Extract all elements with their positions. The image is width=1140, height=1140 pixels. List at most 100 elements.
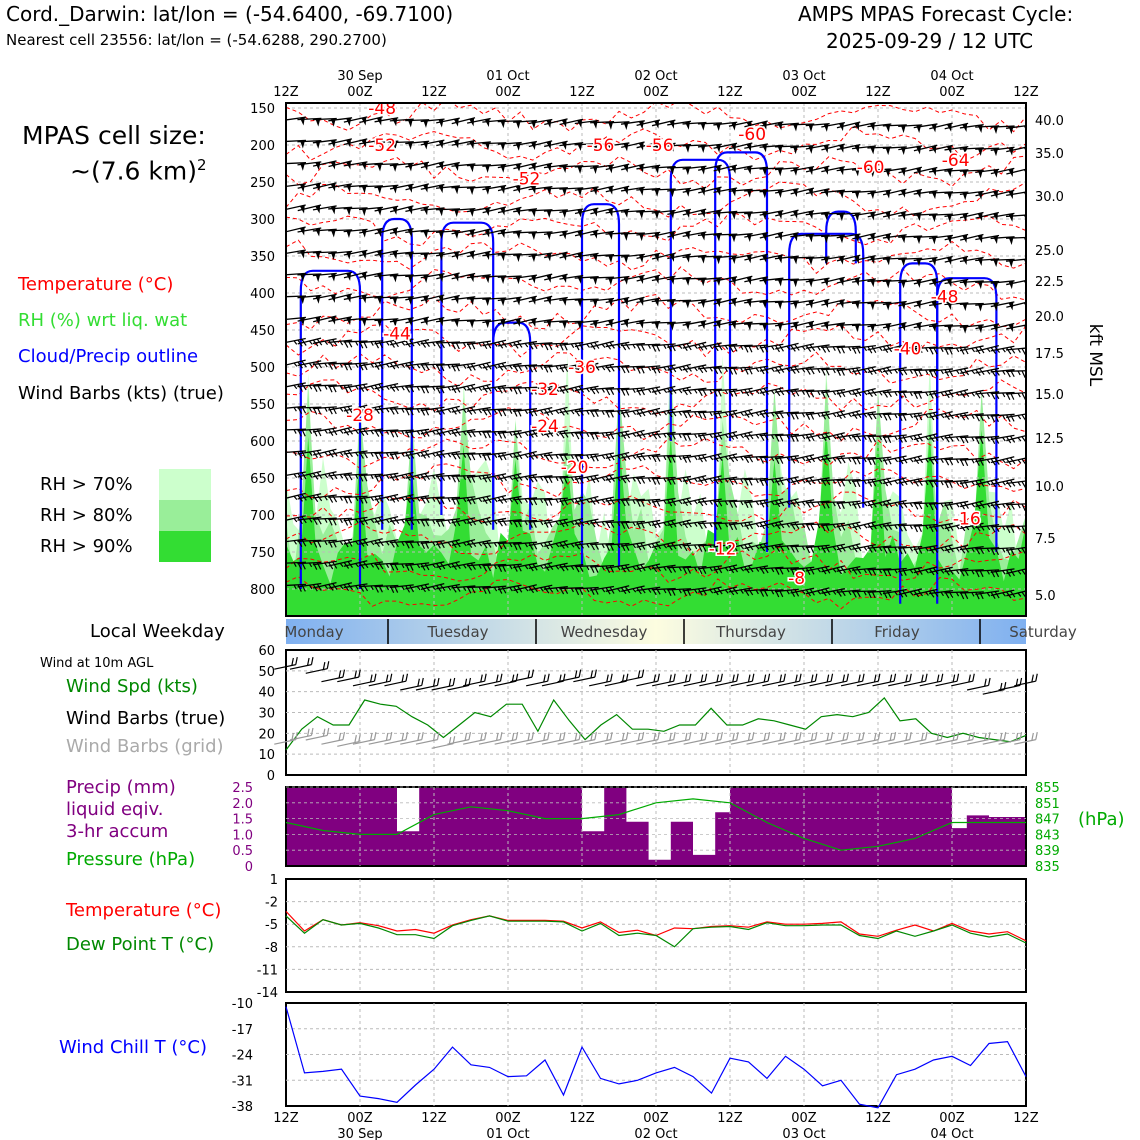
wind-barb xyxy=(867,146,892,156)
wind-barb xyxy=(435,229,461,239)
temperature-contour-label: -8 xyxy=(788,569,805,589)
wind-barb xyxy=(451,319,476,329)
wind-barb xyxy=(713,388,738,397)
wind-barb xyxy=(482,585,507,594)
wind-barb xyxy=(667,143,692,153)
wind-barb xyxy=(359,361,384,370)
wind-barb xyxy=(682,277,707,287)
wind-barb xyxy=(805,122,830,132)
wind-barb xyxy=(697,521,722,530)
pressure-tick-label: 750 xyxy=(250,546,275,561)
precip-tick-label: 1.0 xyxy=(232,828,253,843)
wind-barb xyxy=(759,477,784,486)
cloud-outline xyxy=(669,158,732,441)
wind-barb xyxy=(867,279,892,289)
legend-rh90: RH > 90% xyxy=(40,536,133,557)
wind-barb xyxy=(805,234,830,244)
wind-barb xyxy=(636,476,661,485)
wind-barb xyxy=(467,117,491,127)
temperature-tick-label: -5 xyxy=(265,918,278,933)
wind-barb xyxy=(790,566,815,575)
wind-barb xyxy=(466,539,492,549)
height-tick-label: 5.0 xyxy=(1035,589,1056,604)
wind-barb xyxy=(636,563,662,573)
wind-barb xyxy=(651,298,676,308)
wind-barb-true xyxy=(510,669,535,683)
bottom-date-label: 02 Oct xyxy=(634,1127,677,1140)
wind-barb-true xyxy=(872,673,897,687)
wind-barb xyxy=(513,184,537,194)
wind-tick-label: 30 xyxy=(258,707,275,722)
top-hour-label: 12Z xyxy=(717,85,743,100)
temperature-tick-label: -8 xyxy=(265,941,278,956)
wind-barb xyxy=(882,499,908,509)
pressure-tick-label: 150 xyxy=(250,102,275,117)
legend-rh: RH (%) wrt liq. wat xyxy=(18,310,188,331)
wind-barb xyxy=(651,165,676,175)
wind-barb xyxy=(482,339,508,349)
wind-barb xyxy=(405,562,430,571)
wind-barb-grid xyxy=(636,732,660,745)
wind-barb xyxy=(851,478,877,487)
wind-barb xyxy=(651,343,676,352)
wind-tick-label: 40 xyxy=(258,686,275,701)
wind-barb-grid xyxy=(935,732,960,745)
wind-barb xyxy=(620,408,646,418)
wind-barb-true xyxy=(305,661,330,674)
wind-barb xyxy=(389,118,414,128)
wind-barb xyxy=(867,521,893,531)
wind-barb-grid xyxy=(573,732,597,745)
wind-barb xyxy=(620,387,645,396)
height-axis-title: kft MSL xyxy=(1085,324,1105,387)
wind-barb-grid xyxy=(305,727,330,741)
wind-barb xyxy=(389,274,414,284)
cloud-outline xyxy=(492,321,532,530)
pressure-tick-label: 550 xyxy=(250,398,275,413)
wind-barb xyxy=(682,121,707,131)
wind-barb xyxy=(805,587,831,597)
wind-barb xyxy=(867,456,892,465)
precip-label-3: 3-hr accum xyxy=(66,821,169,842)
wind-barb-grid xyxy=(903,732,928,745)
wind-barb xyxy=(667,342,692,352)
wind-barb xyxy=(620,120,645,130)
wind-barb xyxy=(389,228,414,238)
wind-barb xyxy=(559,341,584,351)
wind-barb xyxy=(759,189,784,198)
wind-barb xyxy=(343,228,368,238)
wind-barb xyxy=(713,320,738,330)
wind-barb xyxy=(744,189,769,199)
bottom-hour-label: 00Z xyxy=(347,1111,373,1126)
wind-barb xyxy=(482,517,507,527)
wind-barb xyxy=(790,210,815,220)
wind-barb-grid xyxy=(447,732,472,745)
height-tick-label: 17.5 xyxy=(1035,347,1064,362)
wind-barb xyxy=(944,479,969,489)
wind-barb xyxy=(975,435,1000,445)
cell-size-number: ~(7.6 km) xyxy=(70,156,197,186)
wind-barb-grid xyxy=(463,732,487,745)
wind-barb xyxy=(559,298,584,307)
temperature-contour-label: -48 xyxy=(368,99,396,119)
temperature-panel: 1 -2 -5 -8 -11 -14 xyxy=(257,873,1027,1001)
wind-barb xyxy=(790,123,815,133)
wind-barb xyxy=(975,168,1000,178)
wind-barb xyxy=(821,543,846,553)
weekday-bar: Monday Tuesday Wednesday Thursday Friday Satu… xyxy=(284,619,1077,644)
wind-barb-true xyxy=(557,669,582,683)
precip-tick-label: 1.5 xyxy=(232,813,253,828)
wind-speed-line xyxy=(285,696,1027,751)
wind-barb xyxy=(805,188,830,198)
wind-barb xyxy=(328,206,353,216)
wind-barb xyxy=(297,360,323,370)
wind-barb xyxy=(744,344,769,353)
wind-barb xyxy=(312,471,338,480)
wind-barb-true xyxy=(400,677,424,691)
top-hour-label: 00Z xyxy=(791,85,817,100)
isotherm xyxy=(286,379,1026,415)
wind-barb xyxy=(528,252,553,262)
wind-barb xyxy=(543,497,568,506)
weekday-label: Local Weekday xyxy=(90,621,225,642)
wind-barb-grid xyxy=(966,732,991,745)
wind-barb xyxy=(328,117,353,127)
